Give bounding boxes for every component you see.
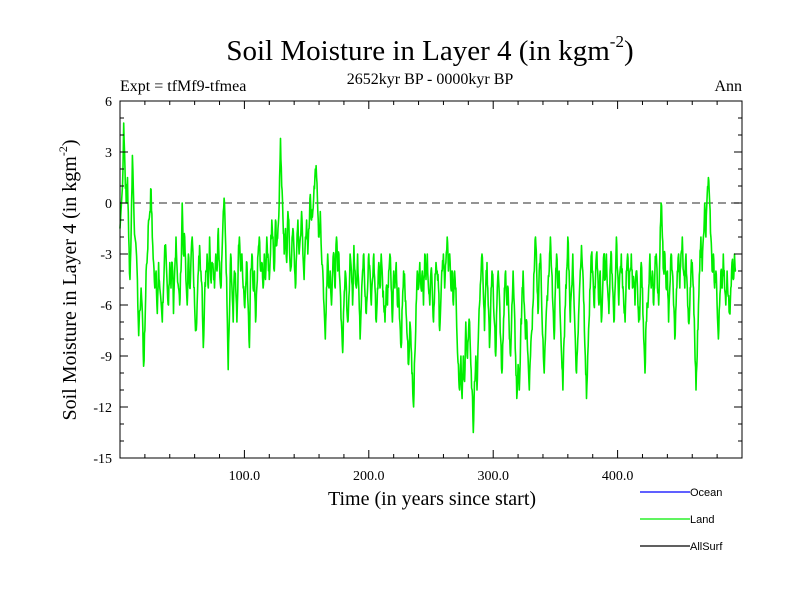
x-tick-label: 300.0: [477, 469, 509, 484]
plot-area: [119, 122, 742, 434]
series-land-line: [119, 122, 737, 434]
chart-title-superscript: -2: [610, 32, 624, 51]
y-tick-label: -12: [93, 401, 112, 416]
legend-label-land: Land: [690, 514, 714, 526]
y-axis-label: Soil Moisture in Layer 4 (in kgm-2): [56, 139, 81, 420]
y-axis-label-main: Soil Moisture in Layer 4 (in kgm: [59, 156, 81, 421]
y-tick-label: -3: [100, 248, 112, 263]
plot-frame: [119, 100, 743, 459]
x-tick-label: 200.0: [353, 469, 385, 484]
x-tick-label: 400.0: [602, 469, 634, 484]
y-tick-label: -9: [100, 350, 112, 365]
tick-labels: 6 3 0 -3 -6 -9 -12 -15 100.0 200.0 300.0 400.0: [93, 95, 633, 484]
y-tick-label: -6: [100, 299, 112, 314]
y-tick-label: 0: [105, 197, 112, 212]
y-tick-label: -15: [93, 452, 112, 467]
y-axis-label-close: ): [59, 139, 81, 146]
chart-title-main: Soil Moisture in Layer 4 (in kgm: [226, 35, 610, 67]
x-tick-label: 100.0: [229, 469, 261, 484]
legend-label-allsurf: AllSurf: [690, 541, 723, 553]
axes: [119, 100, 743, 459]
x-axis-label: Time (in years since start): [328, 488, 536, 510]
chart-title-close: ): [624, 35, 634, 67]
experiment-label: Expt = tfMf9-tfmea: [120, 78, 246, 95]
legend: Ocean Land AllSurf: [640, 487, 723, 553]
y-axis-label-superscript: -2: [56, 146, 70, 156]
legend-label-ocean: Ocean: [690, 487, 722, 499]
y-tick-label: 3: [105, 146, 112, 161]
chart-subtitle: 2652kyr BP - 0000kyr BP: [347, 71, 514, 88]
season-label: Ann: [714, 78, 742, 95]
y-tick-label: 6: [105, 95, 112, 110]
chart-title: Soil Moisture in Layer 4 (in kgm-2): [226, 32, 633, 67]
